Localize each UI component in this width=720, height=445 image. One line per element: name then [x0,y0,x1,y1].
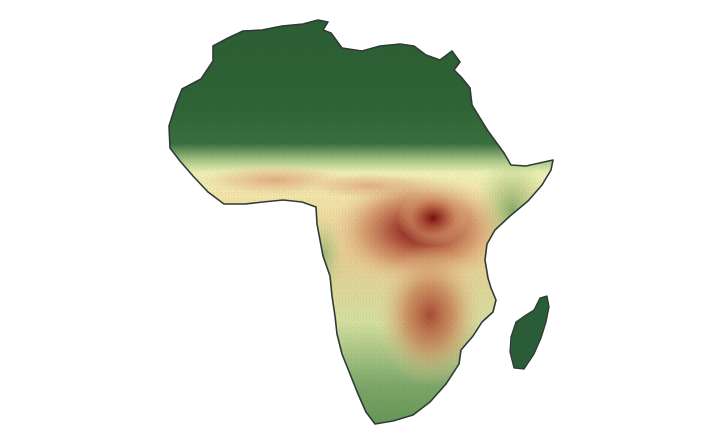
madagascar-island [509,295,550,370]
africa-mainland [168,19,554,425]
